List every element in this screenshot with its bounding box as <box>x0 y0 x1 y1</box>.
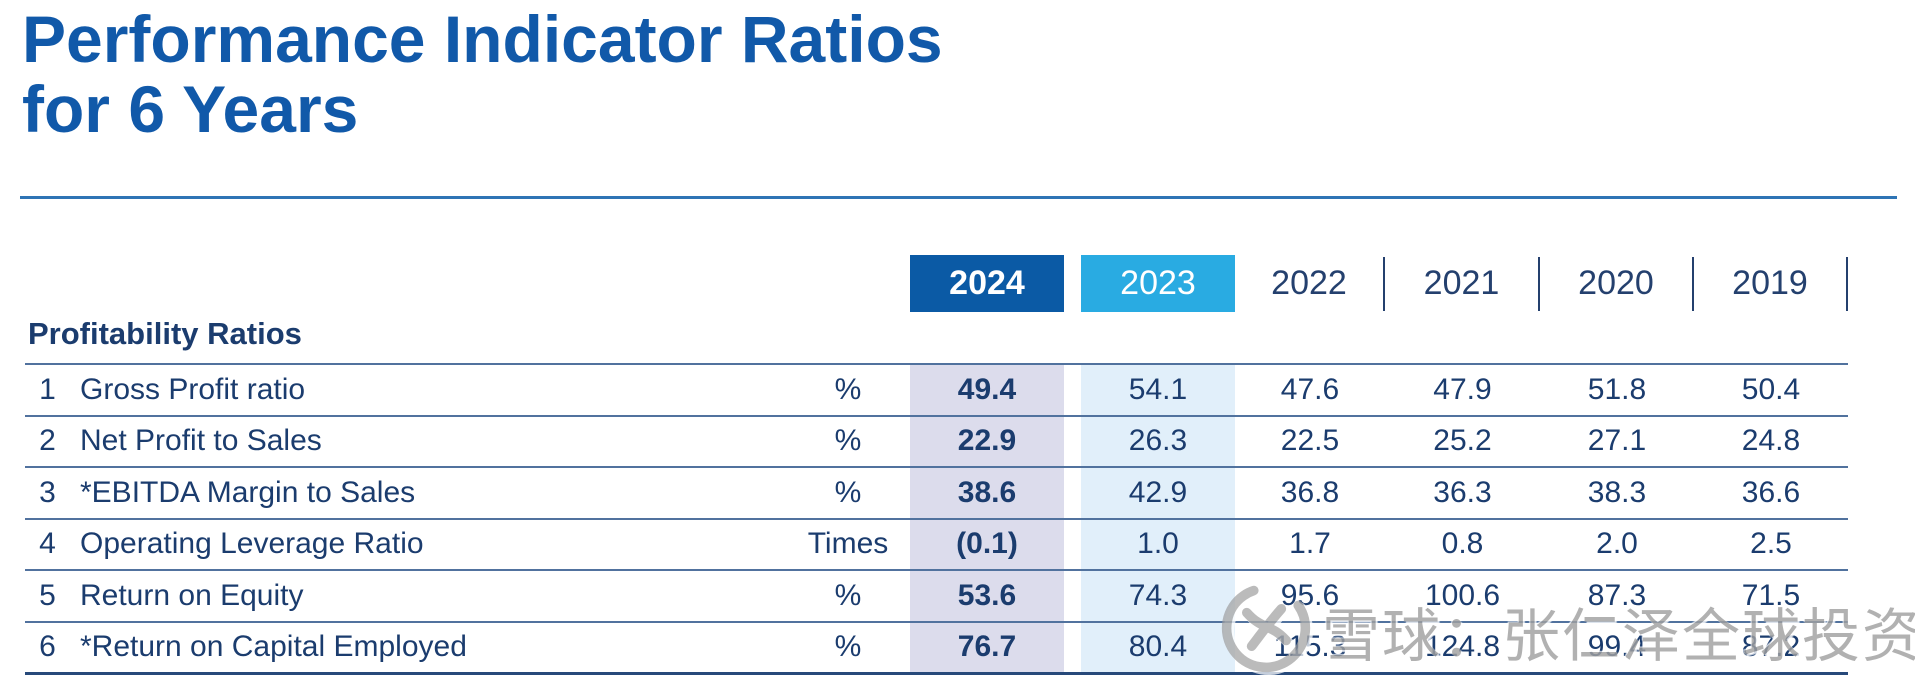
year-header-2021: 2021 <box>1385 256 1540 311</box>
row-unit: % <box>834 424 862 458</box>
row-unit: % <box>834 630 862 664</box>
value-2021: 25.2 <box>1433 424 1492 458</box>
row-label: Operating Leverage Ratio <box>80 527 424 561</box>
row-number: 1 <box>39 372 56 406</box>
value-2023: 54.1 <box>1081 365 1235 415</box>
page-title-line-2: for 6 Years <box>22 72 359 146</box>
row-label: Net Profit to Sales <box>80 424 322 458</box>
value-2019: 36.6 <box>1741 475 1801 509</box>
row-gap <box>1064 520 1081 570</box>
value-2024: 49.4 <box>910 365 1064 415</box>
row-unit: % <box>834 578 862 612</box>
table-row-operating-leverage-ratio: 4 Operating Leverage Ratio Times (0.1) 1… <box>25 517 1848 570</box>
value-2019: 50.4 <box>1741 372 1801 406</box>
value-2024: 53.6 <box>910 571 1064 621</box>
ratios-table: 1 Gross Profit ratio % 49.4 54.1 47.6 47… <box>25 363 1848 675</box>
row-number: 2 <box>39 424 56 458</box>
value-2022: 36.8 <box>1280 475 1340 509</box>
value-2020: 2.0 <box>1596 527 1638 561</box>
row-label: Return on Equity <box>80 578 304 612</box>
row-gap <box>1064 571 1081 621</box>
year-header-2020: 2020 <box>1540 256 1694 311</box>
value-2022: 47.6 <box>1280 372 1340 406</box>
title-divider-rule <box>20 196 1897 199</box>
row-unit: % <box>834 372 862 406</box>
value-2019: 71.5 <box>1741 578 1801 612</box>
row-gap <box>1064 468 1081 518</box>
year-header-2023: 2023 <box>1081 255 1235 312</box>
year-header-2019: 2019 <box>1694 256 1848 311</box>
row-number: 4 <box>39 527 56 561</box>
row-gap <box>1064 417 1081 467</box>
value-2021: 0.8 <box>1441 527 1484 561</box>
table-row-ebitda-margin-to-sales: 3 *EBITDA Margin to Sales % 38.6 42.9 36… <box>25 466 1848 518</box>
year-header-2024: 2024 <box>910 255 1064 312</box>
value-2021: 100.6 <box>1424 578 1501 612</box>
value-2022: 95.6 <box>1280 578 1340 612</box>
value-2023: 80.4 <box>1081 622 1235 672</box>
value-2023: 26.3 <box>1081 416 1235 466</box>
row-unit: Times <box>807 527 889 561</box>
value-2021: 47.9 <box>1433 372 1492 406</box>
year-header-2022: 2022 <box>1235 256 1385 311</box>
value-2022: 1.7 <box>1289 527 1331 561</box>
year-header-spacer <box>25 255 910 312</box>
value-2020: 87.3 <box>1587 578 1647 612</box>
row-label: Gross Profit ratio <box>80 372 306 406</box>
value-2024: 76.7 <box>910 622 1064 672</box>
value-2024: 38.6 <box>910 468 1064 518</box>
table-row-return-on-equity: 5 Return on Equity % 53.6 74.3 95.6 100.… <box>25 569 1848 621</box>
year-header-gap <box>1064 255 1081 312</box>
table-row-return-on-capital-employed: 6 *Return on Capital Employed % 76.7 80.… <box>25 620 1848 673</box>
value-2019: 2.5 <box>1750 527 1792 561</box>
year-header-row: 2024 2023 2022 2021 2020 2019 <box>25 255 1848 312</box>
value-2022: 22.5 <box>1280 424 1340 458</box>
section-header-profitability-ratios: Profitability Ratios <box>28 316 302 351</box>
value-2024: (0.1) <box>910 519 1064 569</box>
row-label: *EBITDA Margin to Sales <box>80 475 416 509</box>
value-2020: 27.1 <box>1587 424 1647 458</box>
value-2021: 124.8 <box>1424 630 1501 664</box>
table-row-net-profit-to-sales: 2 Net Profit to Sales % 22.9 26.3 22.5 2… <box>25 414 1848 467</box>
row-number: 5 <box>39 578 56 612</box>
value-2023: 1.0 <box>1081 519 1235 569</box>
table-row-gross-profit-ratio: 1 Gross Profit ratio % 49.4 54.1 47.6 47… <box>25 363 1848 415</box>
row-gap <box>1064 365 1081 415</box>
row-label: *Return on Capital Employed <box>80 630 467 664</box>
value-2022: 115.3 <box>1273 630 1347 664</box>
value-2019: 24.8 <box>1741 424 1801 458</box>
row-unit: % <box>834 475 862 509</box>
value-2020: 99.4 <box>1587 630 1647 664</box>
row-gap <box>1064 623 1081 673</box>
page-title-line-1: Performance Indicator Ratios <box>22 2 943 76</box>
page-title: Performance Indicator Ratios for 6 Years <box>22 4 943 144</box>
value-2019: 87.2 <box>1741 630 1801 664</box>
value-2021: 36.3 <box>1433 475 1492 509</box>
row-number: 6 <box>39 630 56 664</box>
row-number: 3 <box>39 475 56 509</box>
value-2020: 38.3 <box>1587 475 1647 509</box>
value-2020: 51.8 <box>1587 372 1647 406</box>
value-2024: 22.9 <box>910 416 1064 466</box>
value-2023: 74.3 <box>1081 571 1235 621</box>
value-2023: 42.9 <box>1081 468 1235 518</box>
